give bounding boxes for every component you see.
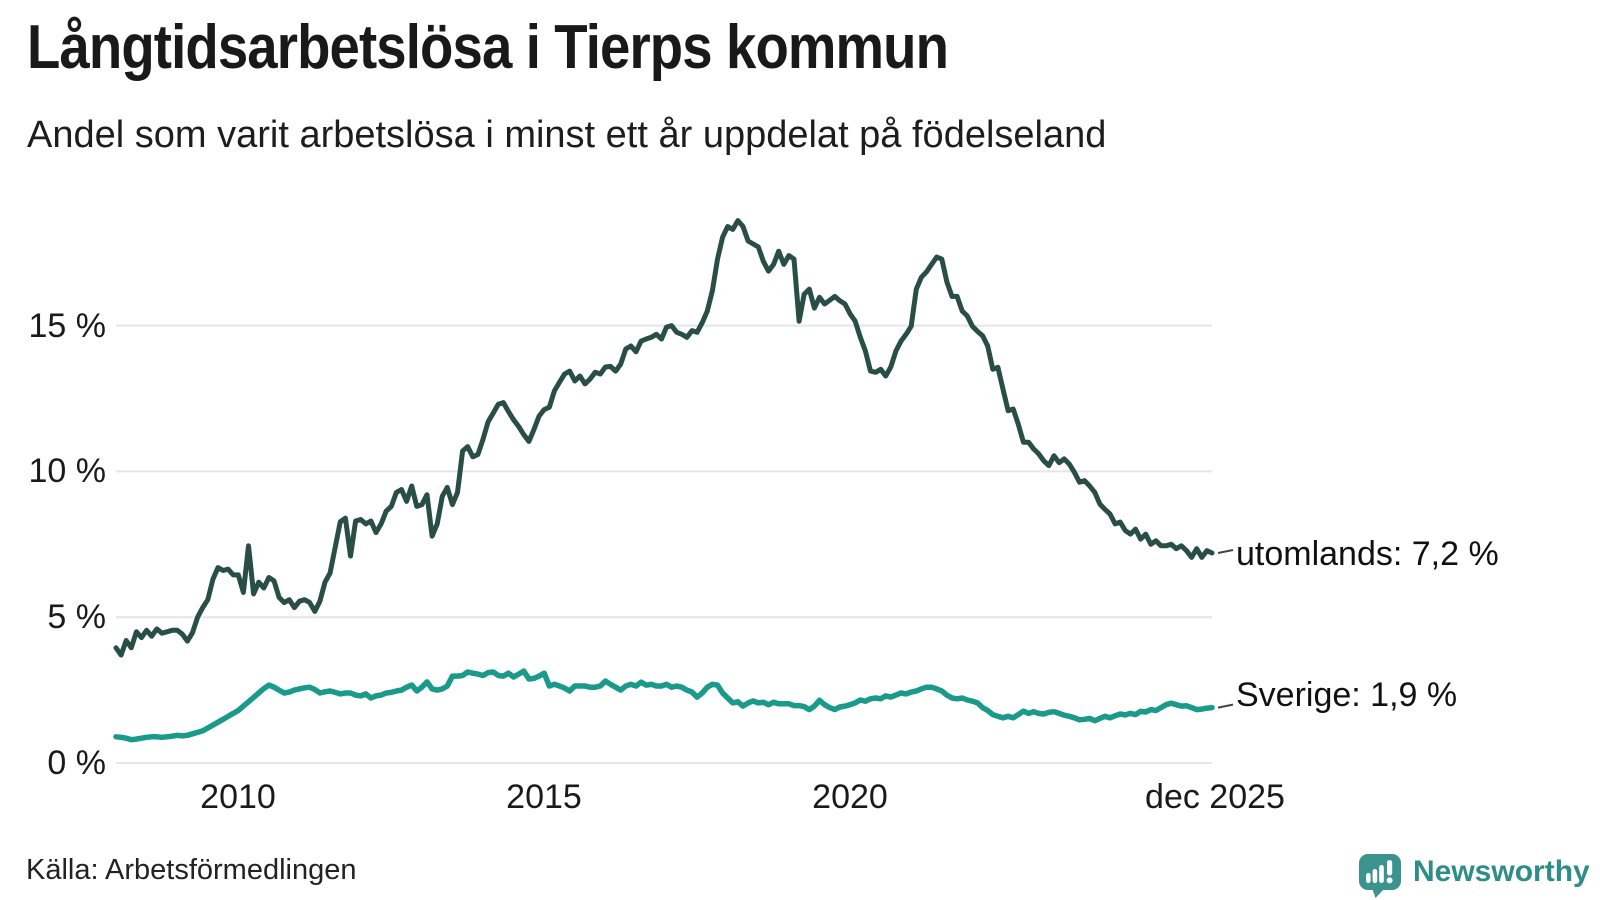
x-axis-tick-2020: 2020 (812, 778, 888, 816)
x-axis-tick-2015: 2015 (506, 778, 582, 816)
series-end-label-sverige: Sverige: 1,9 % (1236, 676, 1458, 714)
source-note: Källa: Arbetsförmedlingen (26, 854, 357, 886)
x-axis-tick-2010: 2010 (200, 778, 276, 816)
series-end-label-utomlands: utomlands: 7,2 % (1236, 535, 1499, 573)
utomlands-label-connector (1217, 549, 1234, 554)
x-axis-tick-dec2025: dec 2025 (1145, 778, 1285, 816)
utomlands-line (113, 218, 1215, 658)
y-axis-tick-0: 0 % (47, 744, 106, 782)
y-axis-tick-15: 15 % (28, 307, 107, 345)
chart-title: Långtidsarbetslösa i Tierps kommun (27, 13, 949, 82)
sverige-label-connector (1217, 703, 1234, 709)
newsworthy-logo-icon (1358, 852, 1404, 898)
sverige-line (113, 668, 1215, 743)
chart-subtitle: Andel som varit arbetslösa i minst ett å… (27, 114, 1107, 156)
y-axis-tick-5: 5 % (47, 598, 106, 636)
newsworthy-brand-name: Newsworthy (1413, 855, 1590, 888)
y-axis-tick-10: 10 % (28, 452, 107, 490)
newsworthy-brand: Newsworthy (1358, 852, 1590, 898)
